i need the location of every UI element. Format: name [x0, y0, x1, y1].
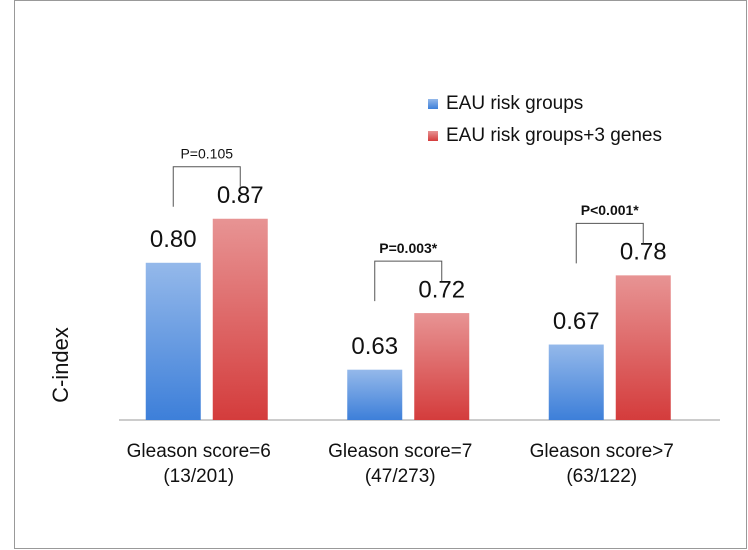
significance-bracket	[172, 166, 241, 207]
x-tick-label: Gleason score=6	[127, 441, 271, 462]
value-label: 0.67	[553, 308, 600, 335]
bar	[145, 262, 201, 420]
bar	[347, 369, 403, 420]
x-tick-label: Gleason score>7	[530, 441, 674, 462]
legend-swatch	[428, 131, 438, 141]
x-tick-label: (13/201)	[163, 466, 234, 487]
significance-bracket	[575, 222, 644, 264]
x-tick-label: (63/122)	[566, 466, 637, 487]
bar	[548, 344, 604, 420]
bar	[212, 218, 268, 420]
x-tick-label: (47/273)	[365, 466, 436, 487]
x-tick-label: Gleason score=7	[328, 441, 472, 462]
frame	[14, 0, 747, 549]
y-axis-label: C-index	[48, 327, 73, 403]
annotation: P<0.001*	[581, 202, 640, 218]
legend-label: EAU risk groups+3 genes	[446, 125, 662, 146]
annotation: P=0.003*	[379, 240, 438, 256]
legend-label: EAU risk groups	[446, 93, 583, 114]
value-label: 0.80	[150, 226, 197, 253]
significance-bracket	[374, 260, 443, 302]
legend-swatch	[428, 99, 438, 109]
value-label: 0.63	[351, 333, 398, 360]
bar	[615, 275, 671, 420]
annotation: P=0.105	[180, 145, 233, 161]
bar	[414, 313, 470, 420]
